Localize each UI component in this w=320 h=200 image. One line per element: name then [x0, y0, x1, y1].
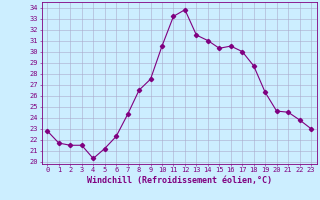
X-axis label: Windchill (Refroidissement éolien,°C): Windchill (Refroidissement éolien,°C) [87, 176, 272, 185]
